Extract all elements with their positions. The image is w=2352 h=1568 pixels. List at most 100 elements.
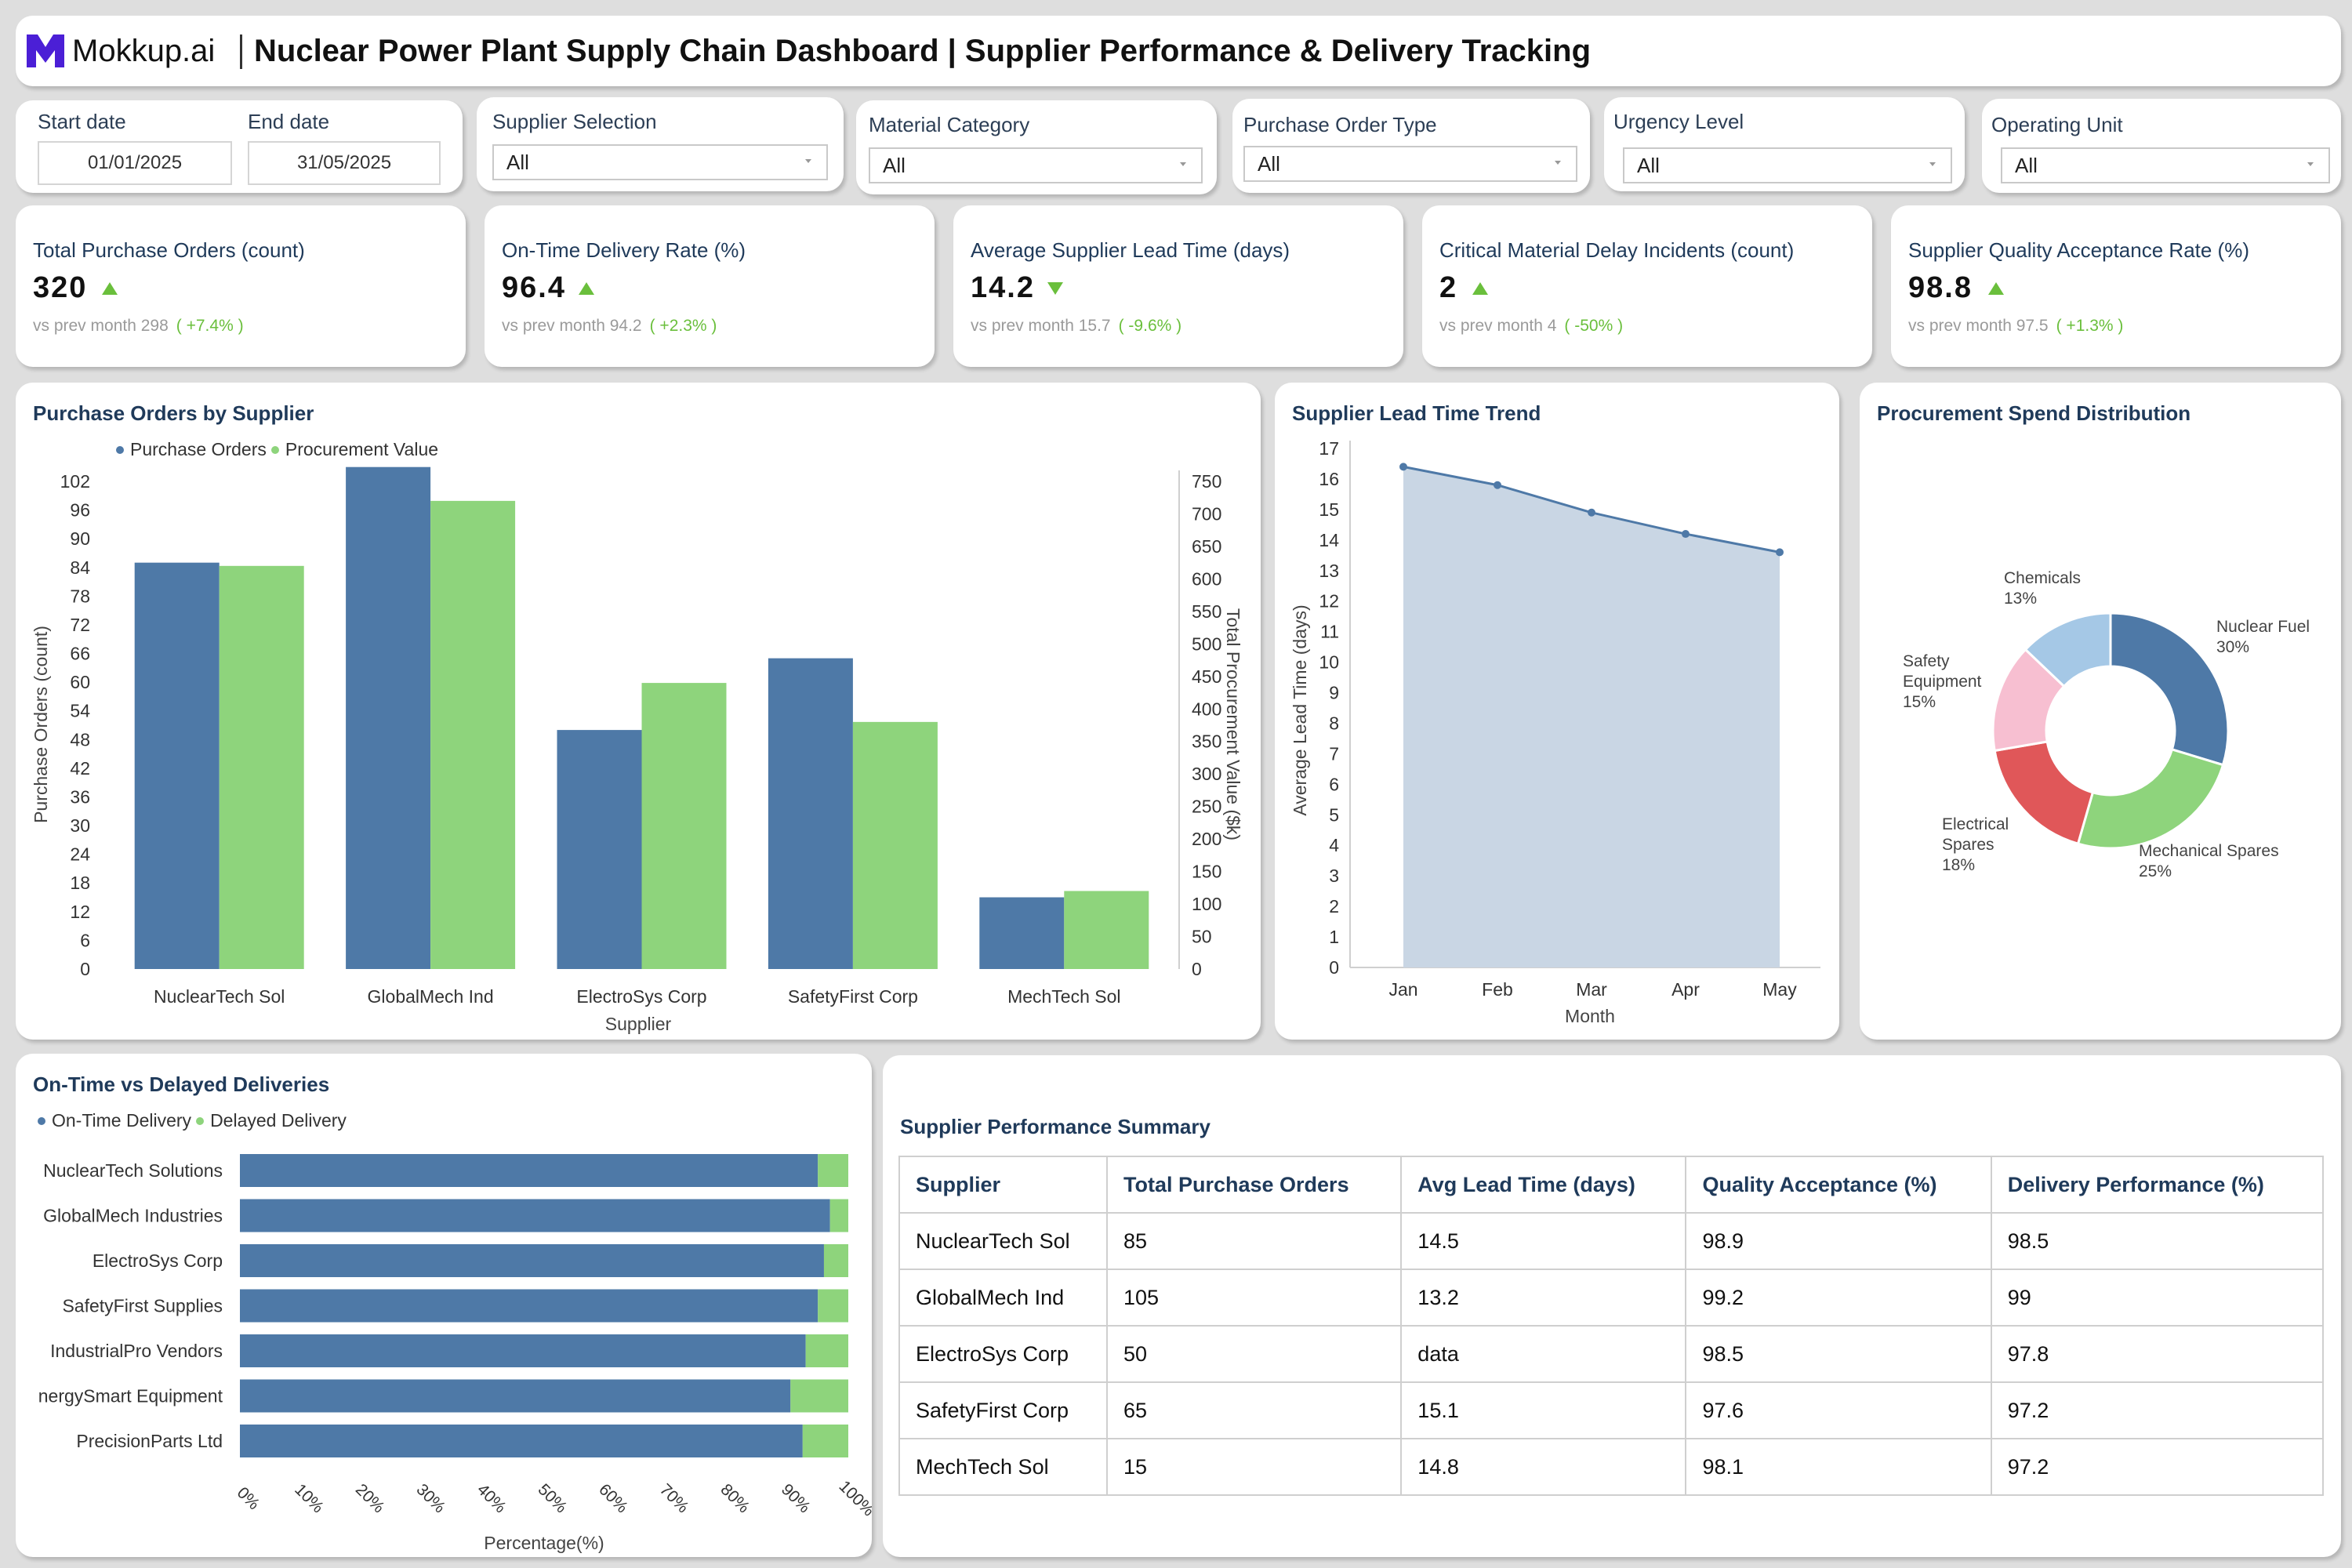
- page-title: Nuclear Power Plant Supply Chain Dashboa…: [254, 34, 1592, 68]
- x-tick-label: 60%: [595, 1480, 631, 1516]
- x-axis-label: Percentage(%): [484, 1533, 604, 1553]
- table-cell: 97.2: [1990, 1438, 2325, 1496]
- y-tick-label: 72: [70, 615, 90, 635]
- x-tick-label: 10%: [291, 1480, 327, 1516]
- column-header[interactable]: Quality Acceptance (%): [1685, 1156, 1992, 1214]
- urgency-level-filter: Urgency Level All: [1604, 97, 1965, 191]
- y2-tick-label: 750: [1192, 471, 1221, 492]
- kpi-value: 2: [1439, 271, 1458, 304]
- chevron-down-icon: [1555, 161, 1561, 165]
- trend-up-icon: [1988, 282, 2004, 295]
- table-row: ElectroSys Corp 50 data 98.5 97.8: [898, 1325, 2325, 1383]
- column-header[interactable]: Delivery Performance (%): [1990, 1156, 2325, 1214]
- y-tick-label: 36: [70, 786, 90, 807]
- operating-unit-dropdown[interactable]: All: [2001, 147, 2330, 183]
- kpi-comparison: vs prev month 4( -50% ): [1439, 317, 1624, 335]
- table-cell: 97.6: [1685, 1381, 1992, 1439]
- purchase-order-type-dropdown[interactable]: All: [1243, 146, 1577, 182]
- x-axis-label: Month: [1565, 1006, 1615, 1026]
- y-tick-label: GlobalMech Industries: [43, 1206, 223, 1226]
- kpi-value: 98.8: [1908, 271, 1973, 304]
- y-axis-label: Purchase Orders (count): [31, 626, 51, 823]
- kpi-change: ( +7.4% ): [176, 317, 244, 335]
- table-cell: 98.1: [1685, 1438, 1992, 1496]
- table-cell: MechTech Sol: [898, 1438, 1108, 1496]
- start-date-input[interactable]: 01/01/2025: [38, 141, 232, 185]
- panel-title: On-Time vs Delayed Deliveries: [33, 1073, 330, 1096]
- y-axis-label: Average Lead Time (days): [1290, 604, 1310, 815]
- y-tick-label: 5: [1329, 804, 1339, 825]
- y-tick-label: 14: [1319, 530, 1339, 550]
- column-header[interactable]: Supplier: [898, 1156, 1108, 1214]
- bar-on-time: [240, 1199, 830, 1232]
- kpi-card-total-purchase-orders: Total Purchase Orders (count) 320 vs pre…: [16, 205, 466, 367]
- x-tick-label: 20%: [352, 1480, 388, 1516]
- table-header-row: Supplier Total Purchase Orders Avg Lead …: [898, 1156, 2325, 1214]
- table-row: GlobalMech Ind 105 13.2 99.2 99: [898, 1269, 2325, 1327]
- y-tick-label: nergySmart Equipment: [38, 1386, 223, 1406]
- kpi-comparison: vs prev month 94.2( +2.3% ): [502, 317, 717, 335]
- y2-tick-label: 350: [1192, 731, 1221, 752]
- x-tick-label: 50%: [535, 1480, 571, 1516]
- y-tick-label: 13: [1319, 561, 1339, 581]
- table-cell: 98.5: [1685, 1325, 1992, 1383]
- logo[interactable]: Mokkup.ai: [24, 30, 215, 72]
- supplier-selection-filter: Supplier Selection All: [477, 97, 844, 191]
- y-tick-label: 90: [70, 528, 90, 549]
- supplier-lead-time-trend-panel: Supplier Lead Time Trend Average Lead Ti…: [1275, 383, 1839, 1040]
- dropdown-value: All: [2015, 153, 2038, 177]
- end-date-input[interactable]: 31/05/2025: [248, 141, 441, 185]
- area-fill: [1403, 466, 1780, 967]
- x-tick-label: 90%: [778, 1480, 814, 1516]
- material-category-dropdown[interactable]: All: [869, 147, 1203, 183]
- urgency-level-dropdown[interactable]: All: [1623, 147, 1952, 183]
- x-tick-label: 70%: [656, 1480, 692, 1516]
- kpi-title: Total Purchase Orders (count): [33, 238, 305, 262]
- y2-tick-label: 650: [1192, 536, 1221, 557]
- column-header[interactable]: Avg Lead Time (days): [1400, 1156, 1687, 1214]
- supplier-selection-dropdown[interactable]: All: [492, 144, 828, 180]
- bar-delayed: [818, 1154, 848, 1187]
- y2-tick-label: 550: [1192, 601, 1221, 622]
- panel-title: Purchase Orders by Supplier: [33, 401, 314, 425]
- filter-label: Material Category: [869, 113, 1030, 136]
- filter-label: Purchase Order Type: [1243, 113, 1437, 136]
- y-tick-label: 96: [70, 500, 90, 521]
- panel-title: Supplier Lead Time Trend: [1292, 401, 1541, 425]
- bar-chart: Purchase Orders (count) Total Procuremen…: [31, 466, 1243, 1034]
- table-cell: 85: [1105, 1212, 1403, 1270]
- y2-tick-label: 700: [1192, 503, 1221, 524]
- y-tick-label: 15: [1319, 499, 1339, 520]
- y-tick-label: 84: [70, 557, 90, 578]
- y2-tick-label: 150: [1192, 862, 1221, 882]
- bar-delayed: [805, 1334, 848, 1367]
- kpi-card-supplier-quality-acceptance-rate: Supplier Quality Acceptance Rate (%) 98.…: [1891, 205, 2341, 367]
- y-tick-label: 102: [60, 471, 90, 492]
- x-tick-label: Feb: [1482, 979, 1513, 1000]
- y-tick-label: IndustrialPro Vendors: [50, 1341, 223, 1361]
- procurement-spend-distribution-panel: Procurement Spend Distribution Nuclear F…: [1860, 383, 2341, 1040]
- slice-label: Electrical Spares 18%: [1942, 815, 2009, 874]
- date-filter-card: Start date 01/01/2025 End date 31/05/202…: [16, 100, 463, 193]
- y-tick-label: 24: [70, 844, 90, 865]
- kpi-card-average-supplier-lead-time: Average Supplier Lead Time (days) 14.2 v…: [953, 205, 1403, 367]
- y2-tick-label: 450: [1192, 666, 1221, 687]
- table-row: SafetyFirst Corp 65 15.1 97.6 97.2: [898, 1381, 2325, 1439]
- y-tick-label: 3: [1329, 866, 1339, 886]
- table-cell: 50: [1105, 1325, 1403, 1383]
- y-tick-label: 60: [70, 672, 90, 692]
- table-cell: data: [1400, 1325, 1687, 1383]
- x-tick-label: MechTech Sol: [1007, 986, 1120, 1007]
- x-tick-label: 40%: [474, 1480, 510, 1516]
- bar-delayed: [823, 1244, 848, 1277]
- kpi-title: On-Time Delivery Rate (%): [502, 238, 746, 262]
- x-tick-label: GlobalMech Ind: [368, 986, 494, 1007]
- trend-up-icon: [1472, 282, 1488, 295]
- kpi-value: 96.4: [502, 271, 566, 304]
- table-cell: GlobalMech Ind: [898, 1269, 1108, 1327]
- column-header[interactable]: Total Purchase Orders: [1105, 1156, 1403, 1214]
- table-cell: 13.2: [1400, 1269, 1687, 1327]
- supplier-performance-summary-panel: Supplier Performance Summary Supplier To…: [883, 1055, 2341, 1557]
- table-cell: 14.8: [1400, 1438, 1687, 1496]
- kpi-change: ( -50% ): [1564, 317, 1624, 335]
